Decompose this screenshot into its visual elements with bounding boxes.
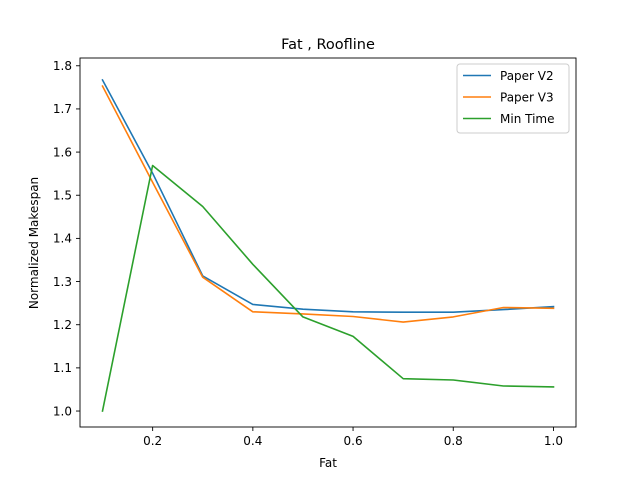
x-tick-label: 0.6 xyxy=(344,434,363,448)
y-axis-label: Normalized Makespan xyxy=(27,177,41,309)
series-layer xyxy=(101,78,555,412)
y-tick-label: 1.8 xyxy=(53,59,72,73)
legend: Paper V2 Paper V3 Min Time xyxy=(456,63,570,134)
y-tick-label: 1.3 xyxy=(53,275,72,289)
plot-frame xyxy=(79,57,577,428)
x-tick-label: 0.8 xyxy=(444,434,463,448)
x-tick-label: 1.0 xyxy=(544,434,563,448)
series-line-paper-v2 xyxy=(101,78,555,314)
series-line-paper-v3 xyxy=(101,85,555,323)
series-line-min-time xyxy=(101,164,555,412)
chart-title: Fat , Roofline xyxy=(281,37,375,53)
y-tick-label: 1.1 xyxy=(53,361,72,375)
x-tick-label: 0.4 xyxy=(243,434,262,448)
x-axis-label: Fat xyxy=(319,456,337,470)
y-tick-label: 1.5 xyxy=(53,189,72,203)
y-tick-label: 1.0 xyxy=(53,404,72,418)
y-tick-label: 1.4 xyxy=(53,232,72,246)
legend-label: Paper V2 xyxy=(500,69,554,83)
y-tick-label: 1.6 xyxy=(53,145,72,159)
axes-layer: 0.2 0.4 0.6 0.8 1.0 1.0 1.1 1.2 1.3 1.4 1.5 1.6 1.7 1… xyxy=(53,57,577,448)
y-tick-label: 1.7 xyxy=(53,102,72,116)
legend-label: Min Time xyxy=(500,112,554,126)
y-tick-label: 1.2 xyxy=(53,318,72,332)
legend-label: Paper V3 xyxy=(500,90,554,104)
legend-box xyxy=(456,63,570,134)
x-tick-label: 0.2 xyxy=(143,434,162,448)
